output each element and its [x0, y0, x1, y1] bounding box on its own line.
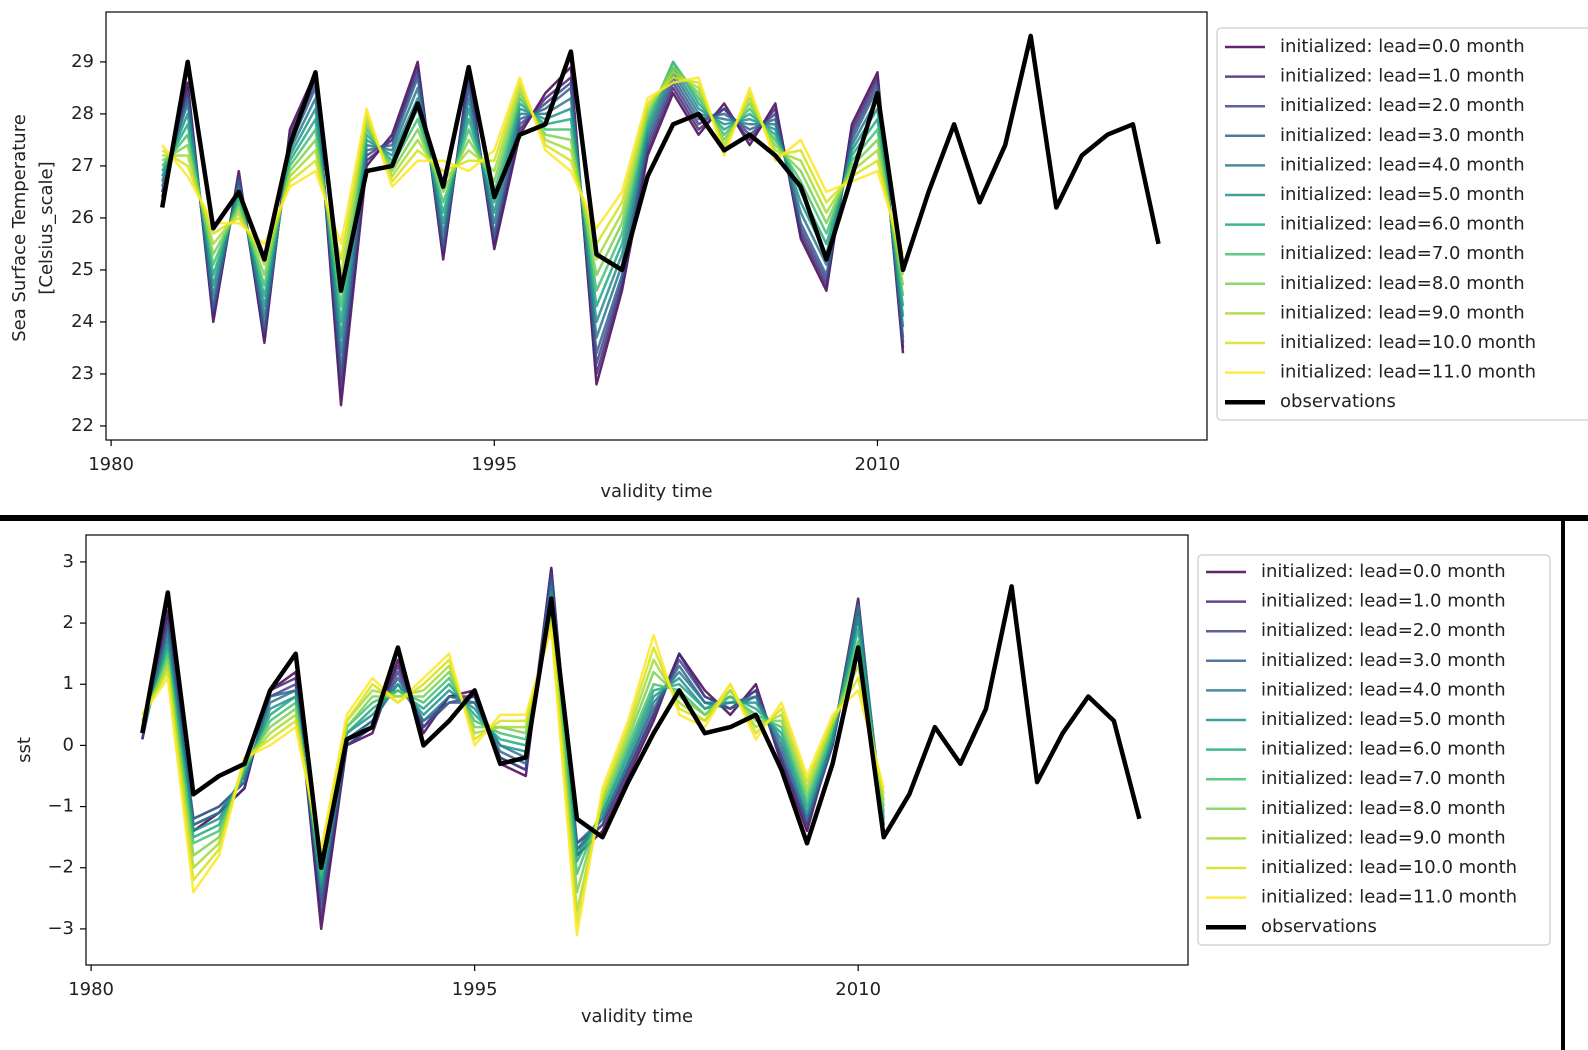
y-tick-label: −1	[47, 796, 74, 817]
observation-line	[140, 584, 1142, 870]
legend-label: initialized: lead=6.0 month	[1261, 739, 1506, 760]
forecast-line	[141, 585, 885, 894]
legend-label: initialized: lead=3.0 month	[1261, 650, 1506, 671]
legend-label: initialized: lead=7.0 month	[1261, 768, 1506, 789]
y-tick-label: 3	[63, 551, 74, 572]
legend-label: initialized: lead=4.0 month	[1280, 154, 1525, 175]
forecast-line	[141, 591, 885, 888]
legend-label: initialized: lead=11.0 month	[1261, 887, 1517, 908]
legend-box	[1197, 554, 1551, 946]
x-tick-label: 1980	[68, 979, 114, 1000]
legend-label: observations	[1280, 391, 1396, 412]
panel-border	[1561, 518, 1565, 1050]
y-tick-label: 28	[71, 103, 94, 124]
plot-frame	[85, 534, 1189, 966]
legend-label: initialized: lead=10.0 month	[1261, 857, 1517, 878]
y-axis-label: [Celsius_scale]	[36, 161, 57, 294]
legend-label: initialized: lead=9.0 month	[1280, 302, 1525, 323]
y-tick-label: 0	[63, 734, 74, 755]
forecast-line	[141, 597, 885, 882]
y-tick-label: −3	[47, 918, 74, 939]
x-tick-label: 1995	[471, 454, 517, 475]
plot-frame	[105, 11, 1208, 441]
plot-lines	[140, 566, 1142, 937]
x-axis-label: validity time	[581, 1006, 693, 1027]
y-tick-label: 26	[71, 207, 94, 228]
y-axis-label: Sea Surface Temperature	[9, 114, 30, 342]
y-tick-label: 1	[63, 673, 74, 694]
y-tick-label: 23	[71, 363, 94, 384]
y-tick-label: 24	[71, 311, 94, 332]
legend-label: observations	[1261, 916, 1377, 937]
forecast-line	[141, 603, 885, 876]
legend-box	[1216, 27, 1588, 421]
legend-label: initialized: lead=2.0 month	[1280, 95, 1525, 116]
y-tick-label: 2	[63, 612, 74, 633]
legend-label: initialized: lead=3.0 month	[1280, 125, 1525, 146]
separator	[0, 515, 1588, 521]
y-tick-label: 22	[71, 415, 94, 436]
legend-label: initialized: lead=11.0 month	[1280, 362, 1536, 383]
x-tick-label: 2010	[835, 979, 881, 1000]
y-tick-label: 25	[71, 259, 94, 280]
forecast-line	[141, 627, 885, 937]
legend-label: initialized: lead=8.0 month	[1280, 273, 1525, 294]
x-tick-label: 1995	[452, 979, 498, 1000]
legend-label: initialized: lead=10.0 month	[1280, 332, 1536, 353]
y-tick-label: 29	[71, 51, 94, 72]
legend-label: initialized: lead=0.0 month	[1280, 36, 1525, 57]
x-axis-label: validity time	[600, 481, 712, 502]
legend-label: initialized: lead=1.0 month	[1261, 591, 1506, 612]
plot-lines	[159, 33, 1161, 407]
y-axis-label: sst	[14, 737, 35, 763]
legend-label: initialized: lead=8.0 month	[1261, 798, 1506, 819]
legend-label: initialized: lead=1.0 month	[1280, 66, 1525, 87]
x-tick-label: 1980	[88, 454, 134, 475]
y-tick-label: 27	[71, 155, 94, 176]
legend-label: initialized: lead=0.0 month	[1261, 561, 1506, 582]
legend-label: initialized: lead=5.0 month	[1261, 709, 1506, 730]
legend-label: initialized: lead=4.0 month	[1261, 679, 1506, 700]
legend-label: initialized: lead=5.0 month	[1280, 184, 1525, 205]
x-tick-label: 2010	[855, 454, 901, 475]
y-tick-label: −2	[47, 857, 74, 878]
observation-line	[159, 33, 1161, 293]
legend-label: initialized: lead=2.0 month	[1261, 620, 1506, 641]
legend-label: initialized: lead=9.0 month	[1261, 827, 1506, 848]
legend-label: initialized: lead=7.0 month	[1280, 243, 1525, 264]
legend-label: initialized: lead=6.0 month	[1280, 214, 1525, 235]
